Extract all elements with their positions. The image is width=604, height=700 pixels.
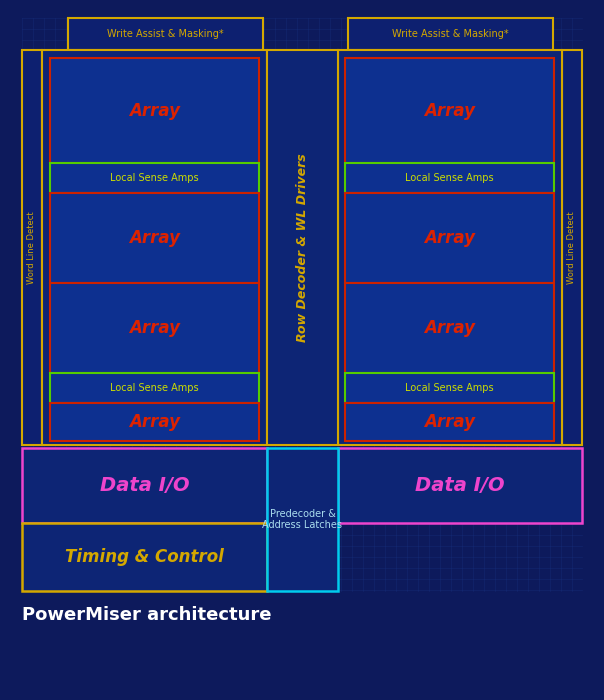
Text: Write Assist & Masking*: Write Assist & Masking* (392, 29, 509, 39)
Bar (42, 50, 267, 445)
Bar (50, 58, 259, 163)
Bar (50, 193, 259, 283)
Text: Local Sense Amps: Local Sense Amps (110, 383, 199, 393)
Text: Array: Array (129, 319, 180, 337)
Text: Array: Array (129, 102, 180, 120)
Bar (267, 448, 338, 591)
Bar (22, 448, 267, 523)
Bar (345, 193, 554, 283)
Bar (338, 50, 562, 445)
Bar (267, 50, 338, 445)
Bar (50, 403, 259, 441)
Text: Array: Array (424, 319, 475, 337)
Text: Timing & Control: Timing & Control (65, 548, 224, 566)
Text: Array: Array (129, 413, 180, 431)
Bar (50, 163, 259, 193)
Bar (345, 373, 554, 403)
Text: PowerMiser architecture: PowerMiser architecture (22, 606, 272, 624)
Bar (345, 163, 554, 193)
Text: Local Sense Amps: Local Sense Amps (405, 383, 494, 393)
Text: Data I/O: Data I/O (100, 476, 189, 495)
Bar (345, 58, 554, 163)
Bar (338, 448, 582, 523)
Bar (50, 373, 259, 403)
Text: Array: Array (424, 102, 475, 120)
Text: Write Assist & Masking*: Write Assist & Masking* (107, 29, 224, 39)
Text: Row Decoder & WL Drivers: Row Decoder & WL Drivers (296, 153, 309, 342)
Text: Array: Array (424, 229, 475, 247)
Bar (22, 50, 42, 445)
Text: Predecoder &
Address Latches: Predecoder & Address Latches (263, 509, 342, 531)
Bar (50, 283, 259, 373)
Bar (68, 18, 263, 50)
Bar (348, 18, 553, 50)
Text: Local Sense Amps: Local Sense Amps (405, 173, 494, 183)
Text: Array: Array (424, 413, 475, 431)
Bar (22, 523, 267, 591)
Text: Word Line Detect: Word Line Detect (568, 211, 576, 284)
Bar (562, 50, 582, 445)
Text: Local Sense Amps: Local Sense Amps (110, 173, 199, 183)
Bar (345, 283, 554, 373)
Text: Array: Array (129, 229, 180, 247)
Text: Data I/O: Data I/O (415, 476, 505, 495)
Bar (345, 403, 554, 441)
Text: Word Line Detect: Word Line Detect (28, 211, 36, 284)
